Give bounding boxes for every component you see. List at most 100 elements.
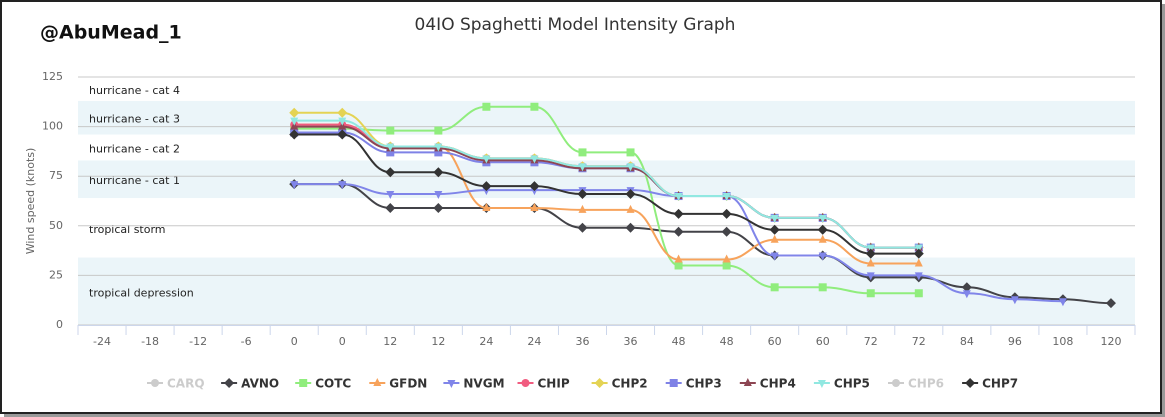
marker (674, 254, 683, 263)
marker (373, 378, 382, 386)
y-axis-label: Wind speed (knots) (24, 148, 37, 255)
marker (818, 252, 827, 261)
marker (1058, 298, 1067, 307)
y-tick-label: 125 (42, 70, 63, 83)
x-tick-label: 72 (912, 335, 926, 348)
x-tick-label: 60 (768, 335, 782, 348)
legend-item[interactable]: CHP7 (962, 377, 1018, 391)
band-label: hurricane - cat 4 (89, 84, 180, 97)
marker (818, 283, 827, 292)
marker (290, 117, 299, 126)
plot-band (78, 100, 1135, 135)
x-tick-label: 0 (339, 335, 346, 348)
marker (577, 189, 588, 200)
marker (481, 181, 492, 192)
band-label: hurricane - cat 2 (89, 142, 180, 155)
x-tick-label: 24 (527, 335, 541, 348)
legend-item[interactable]: CHP6 (888, 377, 944, 391)
marker (625, 189, 636, 200)
marker (770, 252, 779, 261)
marker (577, 222, 588, 233)
marker (385, 202, 396, 213)
band-label: hurricane - cat 1 (89, 174, 180, 187)
marker (722, 254, 731, 263)
marker (721, 226, 732, 237)
marker (865, 248, 876, 259)
marker (521, 379, 530, 387)
marker (674, 193, 683, 202)
marker (386, 143, 395, 152)
x-tick-label: 96 (1008, 335, 1022, 348)
y-tick-label: 0 (56, 318, 63, 331)
x-tick-label: 48 (672, 335, 686, 348)
marker (914, 258, 923, 267)
marker (433, 167, 444, 178)
marker (722, 193, 731, 202)
marker (578, 204, 587, 213)
marker (817, 380, 826, 388)
legend-label: CHP5 (834, 377, 870, 391)
marker (770, 214, 779, 223)
marker (965, 378, 976, 388)
x-tick-label: 12 (383, 335, 397, 348)
legend-item[interactable]: CHP4 (739, 377, 796, 391)
legend-label: CARQ (167, 377, 205, 391)
marker (386, 126, 395, 135)
marker (530, 202, 539, 211)
x-tick-label: -12 (189, 335, 207, 348)
marker (914, 272, 923, 281)
series-line (294, 119, 919, 249)
marker (529, 181, 540, 192)
marker (818, 214, 827, 223)
y-tick-label: 25 (49, 268, 63, 281)
legend-item[interactable]: CHP2 (591, 377, 648, 391)
marker (289, 129, 300, 140)
marker (913, 248, 924, 259)
legend-label: COTC (315, 377, 351, 391)
x-tick-label: -24 (93, 335, 111, 348)
marker (289, 107, 300, 118)
legend-item[interactable]: AVNO (221, 377, 279, 391)
marker (1105, 298, 1116, 309)
marker (669, 379, 678, 387)
marker (338, 117, 347, 126)
marker (743, 378, 752, 386)
plot-band (78, 257, 1135, 325)
marker (337, 107, 348, 118)
legend-item[interactable]: CARQ (147, 377, 205, 391)
marker (482, 102, 491, 111)
bands (78, 77, 1135, 325)
marker (914, 289, 923, 298)
x-tick-label: 0 (291, 335, 298, 348)
marker (433, 202, 444, 213)
series-line (294, 105, 919, 295)
x-tick-label: 72 (864, 335, 878, 348)
marker (770, 234, 779, 243)
marker (722, 261, 731, 270)
marker (594, 378, 605, 388)
y-tick-label: 50 (49, 219, 63, 232)
legend-item[interactable]: GFDN (369, 377, 427, 391)
marker (818, 234, 827, 243)
marker (434, 126, 443, 135)
legend-item[interactable]: NVGM (443, 377, 505, 391)
marker (337, 129, 348, 140)
marker (530, 102, 539, 111)
marker (434, 148, 443, 157)
legend-label: CHP2 (612, 377, 648, 391)
marker (962, 290, 971, 299)
marker (674, 261, 683, 270)
legend-label: AVNO (241, 377, 279, 391)
marker (434, 143, 443, 152)
marker (1010, 296, 1019, 305)
frame-shadow (1162, 4, 1165, 415)
legend-item[interactable]: CHIP (517, 377, 570, 391)
legend-item[interactable]: CHP5 (813, 377, 870, 391)
legend-item[interactable]: CHP3 (665, 377, 722, 391)
marker (626, 204, 635, 213)
marker (386, 148, 395, 157)
x-tick-label: -6 (241, 335, 252, 348)
marker (770, 283, 779, 292)
legend-item[interactable]: COTC (295, 377, 351, 391)
